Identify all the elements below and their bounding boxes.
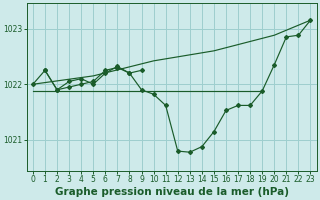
- X-axis label: Graphe pression niveau de la mer (hPa): Graphe pression niveau de la mer (hPa): [55, 187, 289, 197]
